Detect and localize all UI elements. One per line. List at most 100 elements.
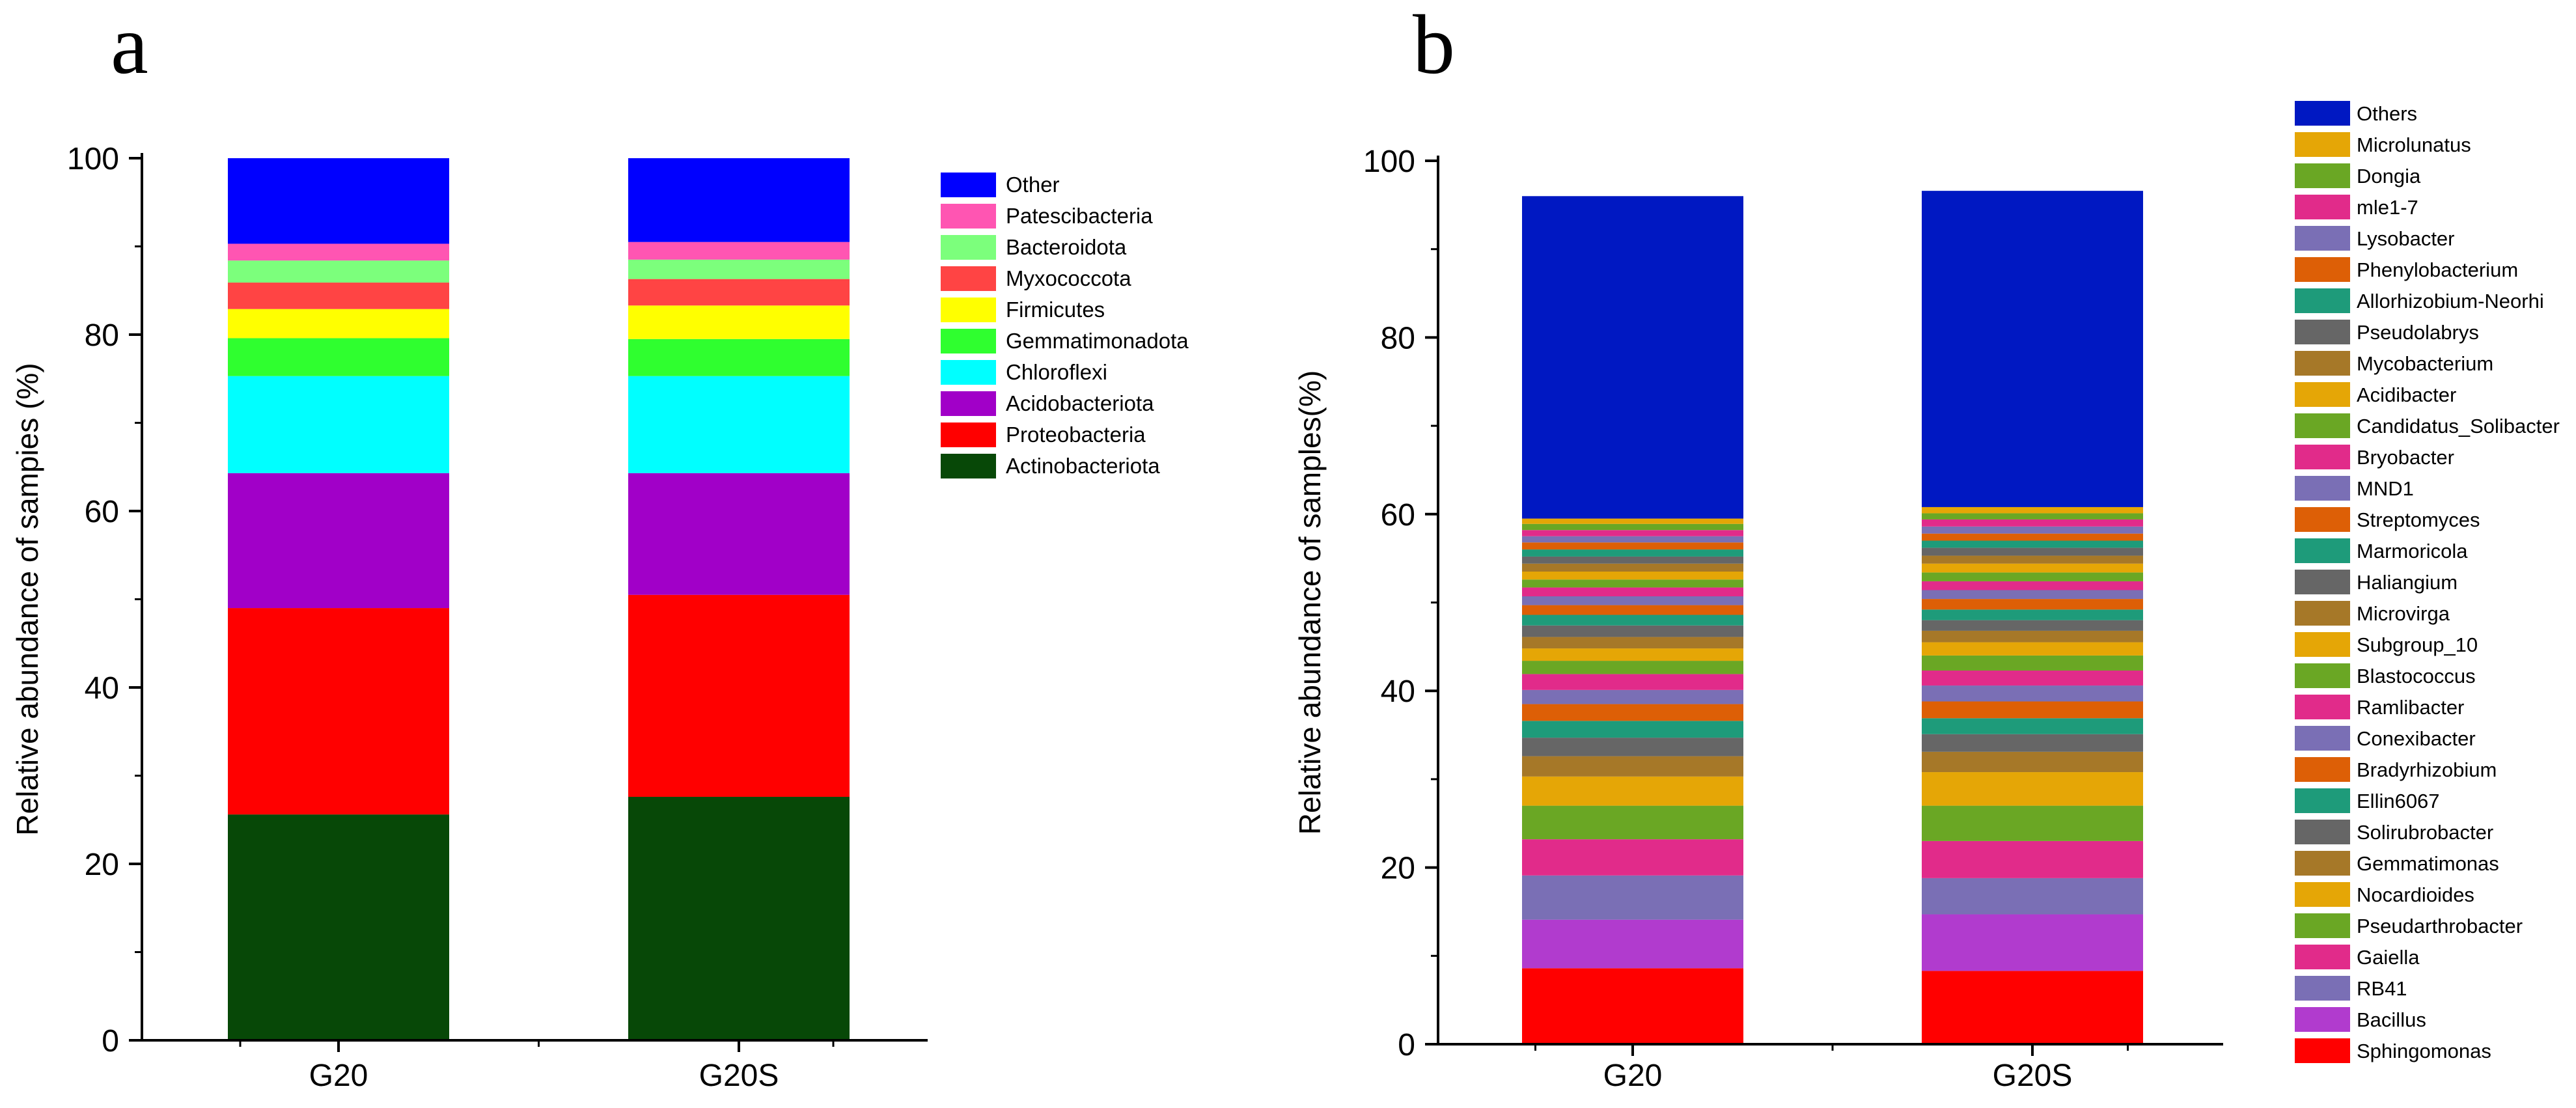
legend-swatch	[2295, 351, 2350, 376]
legend-label: Ellin6067	[2357, 790, 2440, 812]
legend-label: Myxococcota	[1006, 266, 1131, 290]
legend-label: Marmoricola	[2357, 540, 2468, 562]
bar-segment-g20-bacillus	[1522, 919, 1743, 969]
y-tick-label: 60	[85, 495, 119, 529]
legend-label: Bacteroidota	[1006, 235, 1127, 259]
bar-segment-g20-chloroflexi	[228, 376, 449, 473]
bar-segment-g20s-bryobacter	[1922, 581, 2143, 590]
legend-swatch	[2295, 1038, 2350, 1063]
legend-swatch	[2295, 445, 2350, 469]
y-tick-label: 0	[1398, 1028, 1415, 1062]
legend-swatch	[2295, 257, 2350, 282]
x-category-label: G20S	[1993, 1059, 2073, 1093]
bar-segment-g20-sphingomonas	[1522, 968, 1743, 1044]
legend-label: Solirubrobacter	[2357, 821, 2493, 844]
legend-swatch	[2295, 601, 2350, 626]
bar-segment-g20-blastococcus	[1522, 661, 1743, 674]
bar-segment-g20s-patescibacteria	[628, 242, 850, 260]
legend-label: Chloroflexi	[1006, 360, 1107, 384]
bar-segment-g20-lysobacter	[1522, 536, 1743, 543]
legend-label: Pseudarthrobacter	[2357, 915, 2523, 937]
bar-segment-g20s-gemmatimonadota	[628, 339, 850, 376]
bar-segment-g20s-firmicutes	[628, 305, 850, 339]
y-tick-label: 60	[1381, 498, 1415, 533]
bar-segment-g20s-ramlibacter	[1922, 670, 2143, 686]
bar-segment-g20s-phenylobacterium	[1922, 533, 2143, 541]
legend-label: Actinobacteriota	[1006, 454, 1160, 478]
legend-swatch	[2295, 1007, 2350, 1032]
legend-swatch	[941, 266, 996, 291]
bar-segment-g20-myxococcota	[228, 283, 449, 309]
legend-swatch	[941, 235, 996, 260]
legend-swatch	[2295, 507, 2350, 532]
bar-segment-g20-gemmatimonas	[1522, 756, 1743, 777]
bar-segment-g20-microvirga	[1522, 637, 1743, 649]
bar-segment-g20-mnd1	[1522, 596, 1743, 605]
y-tick-label: 80	[85, 318, 119, 353]
y-axis-title: Relative abundance of samples(%)	[1293, 370, 1327, 835]
legend-swatch	[2295, 632, 2350, 657]
chart-panel-b: 0 20 40 60 80 100 G20 G20S Relative abundance of…	[1293, 101, 2560, 1093]
bar-segment-g20-bradyrhizobium	[1522, 704, 1743, 721]
legend-label: Bacillus	[2357, 1008, 2426, 1031]
bar-segment-g20s-microvirga	[1922, 630, 2143, 643]
bar-segment-g20s-proteobacteria	[628, 594, 850, 797]
bar-segment-g20-firmicutes	[228, 309, 449, 339]
bar-segment-g20s-actinobacteriota	[628, 797, 850, 1040]
bar-segment-g20-haliangium	[1522, 625, 1743, 637]
legend-swatch	[2295, 476, 2350, 501]
bar-segment-g20-microlunatus	[1522, 518, 1743, 524]
bar-segment-g20s-bacillus	[1922, 914, 2143, 971]
legend-label: Other	[1006, 173, 1060, 197]
y-tick-label: 0	[102, 1024, 119, 1059]
y-tick-label: 20	[1381, 852, 1415, 886]
bar-segment-g20-actinobacteriota	[228, 814, 449, 1040]
bar-segment-g20-phenylobacterium	[1522, 542, 1743, 550]
legend-label: Allorhizobium-Neorhi	[2357, 290, 2544, 312]
legend-swatch	[2295, 132, 2350, 157]
bar-segment-g20-conexibacter	[1522, 689, 1743, 704]
bar-segment-g20-rb41	[1522, 875, 1743, 920]
legend-label: mle1-7	[2357, 196, 2418, 219]
legend-swatch	[2295, 726, 2350, 751]
legend-label: Pseudolabrys	[2357, 321, 2479, 344]
bar-segment-g20-others	[1522, 196, 1743, 519]
legend-swatch	[2295, 382, 2350, 407]
bar-segment-g20s-conexibacter	[1922, 686, 2143, 702]
bar-segment-g20s-lysobacter	[1922, 526, 2143, 534]
bar-segment-g20s-rb41	[1922, 878, 2143, 915]
legend-label: Others	[2357, 102, 2417, 125]
legend-label: Firmicutes	[1006, 298, 1105, 322]
legend-label: Bryobacter	[2357, 446, 2454, 469]
legend-swatch	[2295, 976, 2350, 1001]
legend-label: MND1	[2357, 477, 2414, 500]
bar-segment-g20s-solirubrobacter	[1922, 734, 2143, 752]
bar-segment-g20-proteobacteria	[228, 608, 449, 815]
legend-label: Gemmatimonadota	[1006, 329, 1189, 353]
legend-label: Bradyrhizobium	[2357, 758, 2497, 781]
bar-segment-g20s-blastococcus	[1922, 655, 2143, 671]
legend-label: Phenylobacterium	[2357, 258, 2518, 281]
legend-swatch	[2295, 163, 2350, 188]
bar-segment-g20-bacteroidota	[228, 260, 449, 283]
bar-segment-g20s-acidobacteriota	[628, 473, 850, 595]
legend-swatch	[2295, 913, 2350, 938]
bar-segment-g20-candidatus-solibacter	[1522, 579, 1743, 588]
bar-segment-g20-subgroup-10	[1522, 648, 1743, 661]
bar-segment-g20-solirubrobacter	[1522, 738, 1743, 756]
bar-segment-g20s-pseudolabrys	[1922, 547, 2143, 556]
bar-segment-g20-bryobacter	[1522, 587, 1743, 597]
legend-swatch	[941, 329, 996, 353]
bar-segment-g20s-nocardioides	[1922, 772, 2143, 806]
x-category-label: G20	[309, 1059, 368, 1093]
bar-segment-g20s-other	[628, 158, 850, 242]
bar-segment-g20s-myxococcota	[628, 279, 850, 306]
legend-swatch	[941, 422, 996, 447]
bar-segment-g20-other	[228, 158, 449, 244]
bar-segment-g20-acidibacter	[1522, 572, 1743, 580]
bar-segment-g20s-haliangium	[1922, 620, 2143, 631]
legend-label: Candidatus_Solibacter	[2357, 415, 2560, 437]
bar-segment-g20s-subgroup-10	[1922, 642, 2143, 656]
bar-segment-g20-pseudarthrobacter	[1522, 805, 1743, 840]
